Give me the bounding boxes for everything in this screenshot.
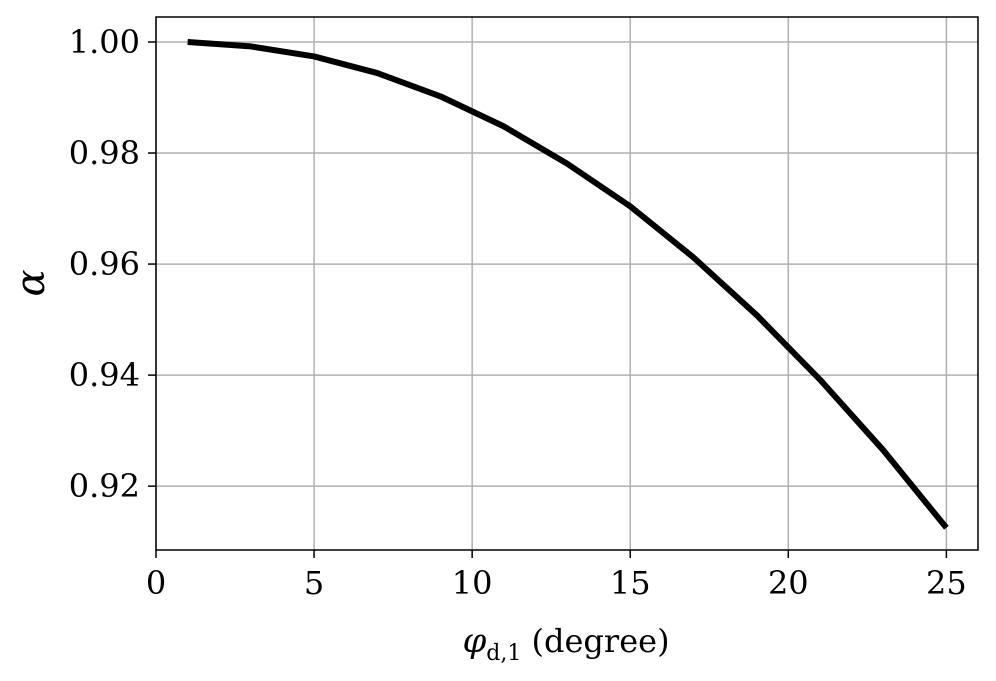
x-tick-label: 15: [610, 564, 651, 602]
tick-labels: 0 5 10 15 20 25 0.92 0.94 0.96 0.98 1.00: [69, 23, 967, 602]
x-tick-label: 20: [768, 564, 809, 602]
y-tick-label: 0.98: [69, 134, 140, 172]
x-axis-label-subscript: d,1: [486, 641, 521, 666]
x-tick-label: 0: [146, 564, 166, 602]
plot-frame: [155, 16, 979, 551]
y-tick-label: 0.94: [69, 356, 140, 394]
series-line: [187, 38, 949, 530]
y-tick-label: 0.96: [69, 245, 140, 283]
x-axis-label: φd,1 (degree): [462, 621, 669, 666]
y-axis-label: α: [8, 269, 54, 296]
x-axis-label-symbol: φ: [462, 621, 486, 661]
y-tick-label: 1.00: [69, 23, 140, 61]
ticks: [148, 41, 948, 558]
x-tick-label: 5: [304, 564, 324, 602]
x-tick-label: 10: [452, 564, 493, 602]
x-tick-label: 25: [926, 564, 967, 602]
y-tick-label: 0.92: [69, 467, 140, 505]
x-axis-label-unit: (degree): [521, 622, 669, 660]
grid: [155, 17, 978, 550]
series-group: [187, 38, 949, 530]
